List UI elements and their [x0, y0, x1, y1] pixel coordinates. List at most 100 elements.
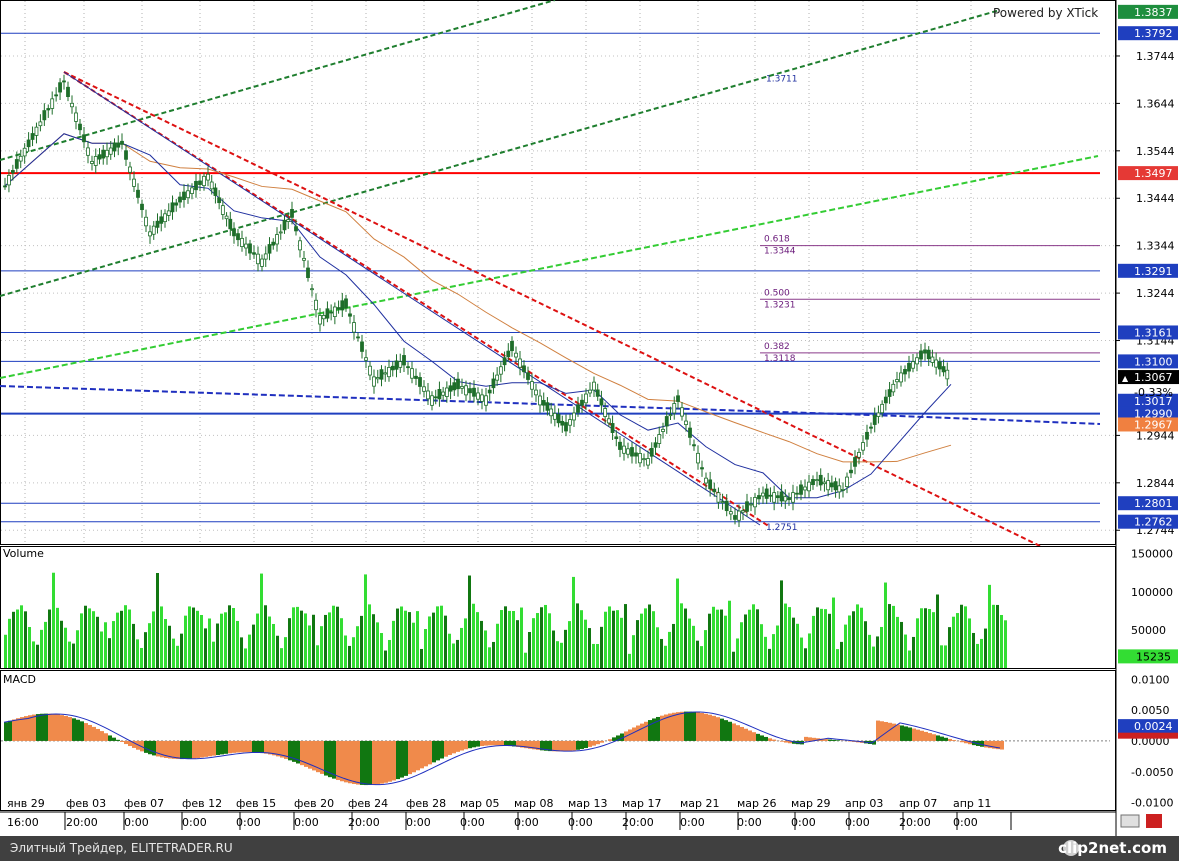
macd-bar: [720, 718, 724, 741]
candle-body: [937, 361, 942, 370]
macd-bar: [44, 713, 48, 741]
macd-bar: [960, 740, 964, 743]
candle-body: [653, 442, 658, 448]
macd-bar: [660, 715, 664, 741]
macd-bar: [460, 740, 464, 751]
volume-bar: [244, 648, 247, 668]
time-axis: янв 29 16:00 фев 03 20:00 фев 07 0:00 фев 12 0:…: [0, 797, 1162, 830]
date-label: фев 15: [236, 797, 276, 810]
price-scale[interactable]: 1.3744 1.3644 1.3544 1.3444 1.3344 1.3244 1.31…: [1115, 0, 1179, 836]
candle-body: [38, 121, 43, 127]
price-level-tag-label: 1.3497: [1134, 167, 1173, 180]
volume-bar: [496, 623, 499, 668]
candle-body: [472, 387, 476, 397]
volume-bar: [336, 606, 339, 668]
macd-bar: [104, 733, 108, 741]
volume-bar: [536, 613, 539, 668]
macd-bar: [4, 722, 8, 741]
volume-bar: [288, 618, 291, 668]
volume-bar: [628, 653, 631, 668]
macd-bar: [100, 731, 104, 741]
macd-bar: [76, 719, 80, 741]
macd-bar: [60, 715, 64, 741]
volume-bar: [748, 609, 751, 668]
macd-bar: [412, 740, 416, 773]
volume-bar: [52, 572, 55, 668]
candle-body: [298, 240, 302, 251]
candle-body: [595, 389, 600, 397]
candle-body: [406, 366, 410, 369]
candle-body: [220, 205, 225, 215]
macd-bar: [296, 740, 300, 764]
volume-bar: [840, 641, 843, 668]
volume-bar: [256, 613, 259, 668]
volume-bar: [780, 580, 783, 668]
volume-bar: [940, 645, 943, 668]
volume-bar: [916, 618, 919, 668]
candle-body: [26, 139, 31, 148]
macd-histogram-group: [4, 711, 1004, 786]
date-label: апр 11: [953, 797, 991, 810]
candle-body: [286, 219, 291, 222]
fib-ratio-label: 0.618: [764, 235, 790, 245]
macd-bar: [408, 740, 412, 775]
macd-bar: [724, 720, 728, 741]
macd-bar: [312, 740, 316, 771]
volume-bar: [1000, 614, 1003, 668]
macd-bar: [848, 740, 852, 742]
volume-bar: [868, 634, 871, 668]
candle-body: [822, 481, 827, 485]
macd-bar: [452, 740, 456, 754]
candle-body: [614, 436, 619, 440]
macd-bar: [768, 738, 772, 741]
macd-bar: [432, 740, 436, 763]
volume-bar: [624, 604, 627, 668]
volume-bar: [444, 615, 447, 668]
volume-bar: [412, 622, 415, 668]
volume-bar: [792, 617, 795, 668]
macd-bar: [924, 731, 928, 741]
candle-body: [626, 448, 630, 455]
fib-price-label: 1.3344: [764, 247, 796, 257]
volume-bar: [8, 618, 11, 668]
volume-bar: [56, 607, 59, 668]
volume-bar: [228, 605, 231, 668]
candle-body: [692, 444, 696, 447]
macd-bar: [560, 740, 564, 752]
candle-body: [661, 428, 665, 432]
volume-bar: [396, 608, 399, 668]
candle-body: [448, 385, 453, 392]
candle-body: [926, 349, 931, 360]
macd-last-label: 0.0024: [1134, 720, 1173, 733]
candle-body: [865, 431, 869, 440]
volume-bar: [340, 618, 343, 668]
macd-bar: [952, 740, 956, 741]
date-label: мар 13: [568, 797, 608, 810]
macd-bar: [48, 713, 52, 741]
candle-body: [182, 191, 186, 200]
price-pane[interactable]: 0.618 1.3344 0.500 1.3231 0.382 1.3118 1.3711 1…: [0, 0, 1116, 547]
volume-bar: [904, 634, 907, 668]
candle-body: [352, 322, 356, 333]
macd-bar: [640, 723, 644, 741]
macd-bar: [80, 721, 84, 741]
volume-bar: [976, 643, 979, 668]
candle-body: [46, 108, 51, 111]
candle-body: [240, 238, 244, 247]
candle-body: [622, 445, 626, 454]
volume-bar: [768, 648, 771, 668]
volume-pane[interactable]: [0, 546, 1116, 669]
volume-bar: [248, 634, 251, 668]
candle-body: [552, 412, 557, 420]
macd-bar: [1000, 740, 1004, 750]
candle-body: [344, 298, 348, 309]
time-label: 0:00: [791, 816, 816, 829]
macd-bar: [896, 724, 900, 741]
volume-bar: [236, 620, 239, 668]
macd-bar: [556, 740, 560, 752]
candle-body: [572, 412, 576, 421]
candle-body: [484, 395, 488, 406]
volume-bar: [112, 621, 115, 668]
volume-bar: [476, 612, 479, 668]
volume-bar: [636, 620, 639, 668]
